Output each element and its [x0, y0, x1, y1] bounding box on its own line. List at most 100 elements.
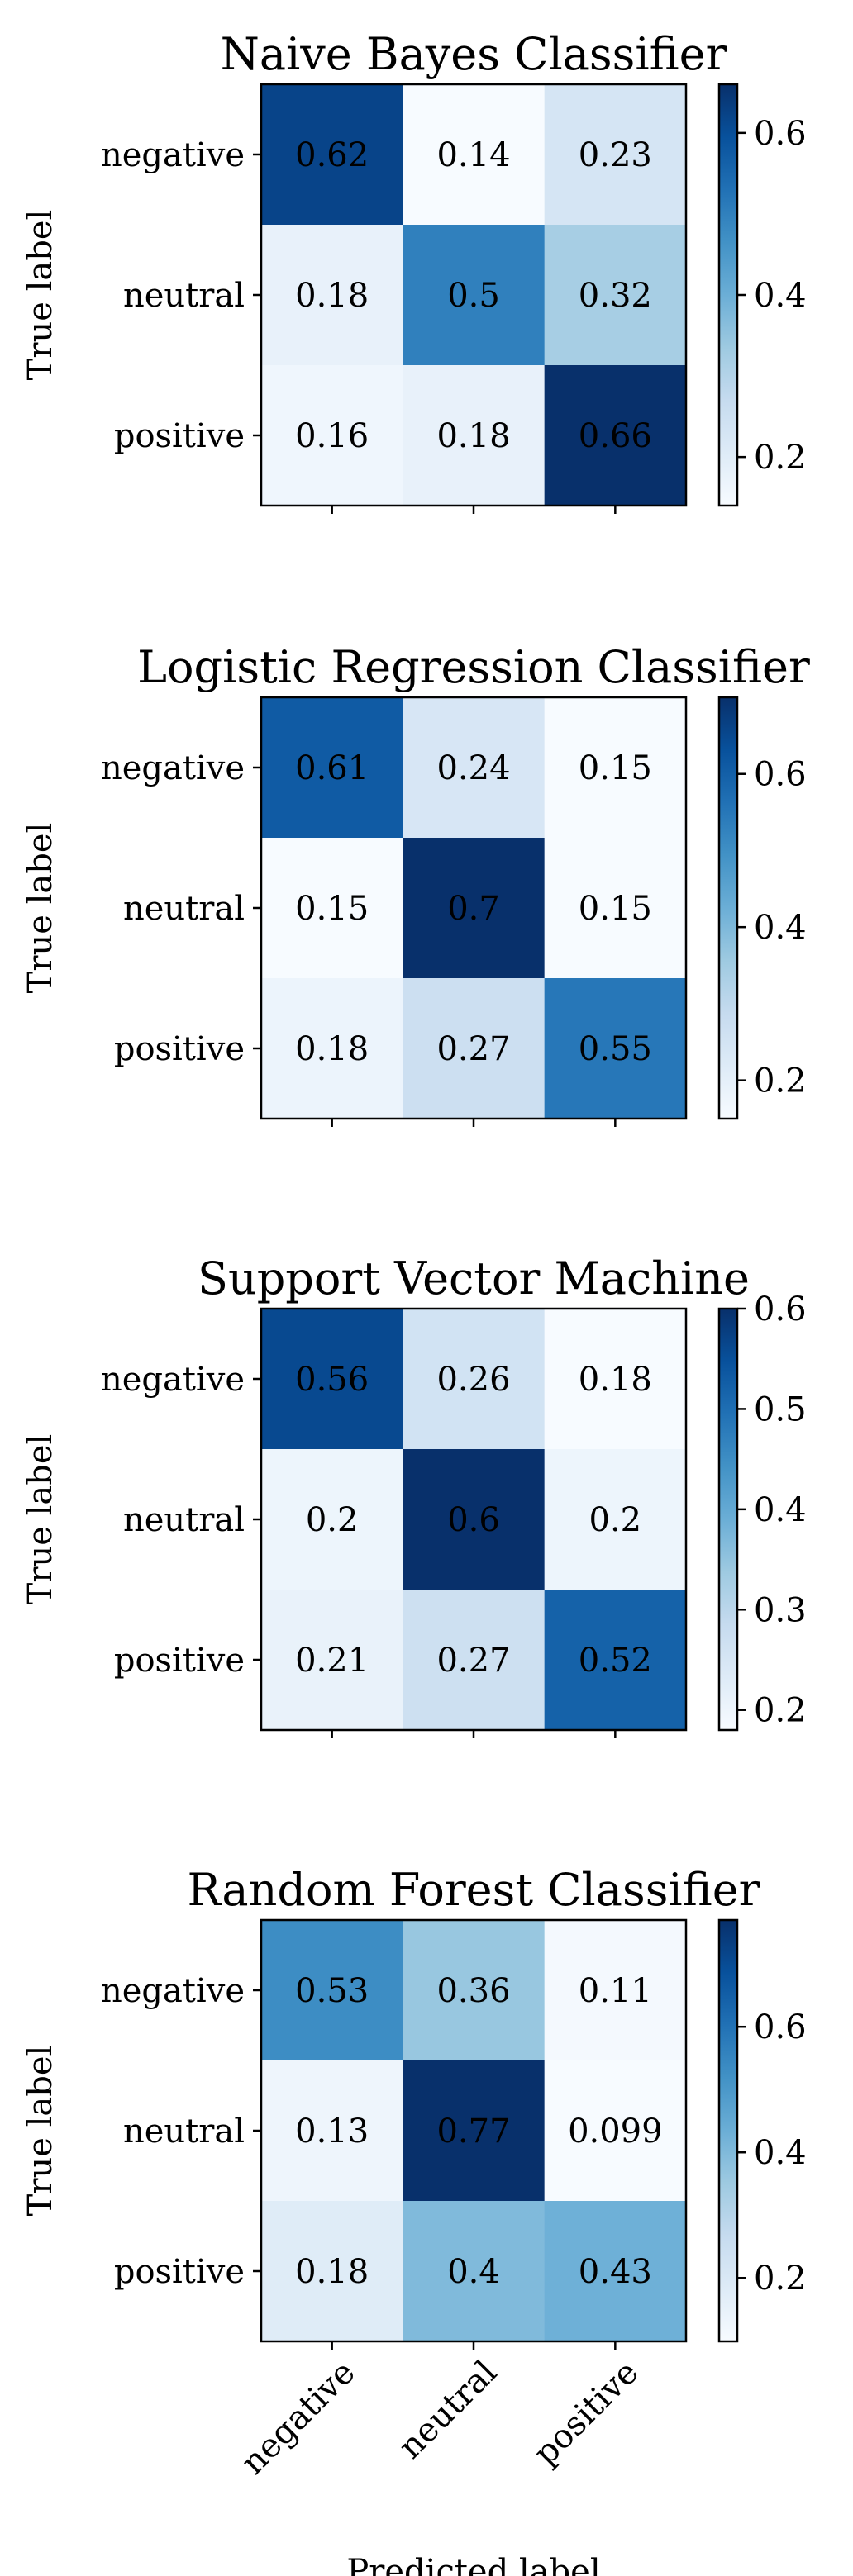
cell-value-label: 0.27	[436, 1030, 510, 1068]
cell-value-label: 0.14	[436, 136, 510, 174]
x-axis-label: Predicted label	[346, 2553, 600, 2576]
matrix-cell	[261, 365, 403, 506]
cell-value-label: 0.77	[436, 2113, 510, 2151]
cell-value-label: 0.15	[295, 890, 369, 928]
cell-value-label: 0.32	[579, 277, 652, 315]
y-tick-label: neutral	[123, 277, 245, 315]
colorbar	[717, 83, 739, 507]
cell-value-label: 0.18	[295, 2253, 369, 2291]
cell-value-label: 0.21	[295, 1642, 369, 1680]
matrix-cell	[544, 84, 687, 226]
matrix-cell	[261, 697, 403, 839]
colorbar-tick-label: 0.2	[754, 439, 807, 477]
cell-value-label: 0.24	[436, 749, 510, 787]
confusion-matrix-panel: Logistic Regression Classifier 0.61 0.24 0.…	[21, 641, 810, 1127]
chart-title: Support Vector Machine	[198, 1252, 750, 1305]
cell-value-label: 0.15	[579, 890, 652, 928]
y-tick-label: neutral	[123, 890, 245, 928]
y-tick-label: negative	[101, 1361, 245, 1399]
colorbar-tick-label: 0.4	[754, 909, 807, 947]
y-tick-label: negative	[101, 749, 245, 787]
colorbar-tick-label: 0.6	[754, 115, 807, 153]
cell-value-label: 0.43	[579, 2253, 652, 2291]
matrix-cell	[261, 225, 403, 366]
matrix-cell	[544, 2201, 687, 2342]
y-tick-label: positive	[114, 1030, 245, 1068]
matrix-cell	[544, 978, 687, 1119]
colorbar-tick-label: 0.4	[754, 2134, 807, 2172]
y-tick-label: neutral	[123, 1501, 245, 1539]
cell-value-label: 0.5	[447, 277, 500, 315]
matrix-cell	[403, 1920, 546, 2061]
matrix-cell	[403, 2201, 546, 2342]
cell-value-label: 0.13	[295, 2113, 369, 2151]
x-tick-label: positive	[527, 2354, 646, 2473]
colorbar-tick-label: 0.2	[754, 1692, 807, 1730]
matrix-cell	[544, 697, 687, 839]
cell-value-label: 0.2	[306, 1501, 359, 1539]
matrix-cell	[403, 1449, 546, 1590]
cell-value-label: 0.62	[295, 136, 369, 174]
matrix-cell	[261, 2060, 403, 2202]
confusion-matrix-panel: Naive Bayes Classifier 0.62 0.14 0.23 0.18 0.…	[21, 28, 807, 514]
colorbar-tick-label: 0.4	[754, 1491, 807, 1529]
colorbar-tick-label: 0.6	[754, 2008, 807, 2046]
cell-value-label: 0.15	[579, 749, 652, 787]
matrix-cell	[403, 225, 546, 366]
matrix-cell	[261, 1590, 403, 1731]
colorbar-tick-label: 0.5	[754, 1390, 807, 1428]
colorbar	[717, 696, 739, 1120]
cell-value-label: 0.52	[579, 1642, 652, 1680]
matrix-cell	[403, 838, 546, 979]
colorbar-tick-label: 0.2	[754, 2260, 807, 2298]
y-axis-label: True label	[21, 1434, 60, 1605]
y-tick-label: positive	[114, 417, 245, 455]
y-axis-label: True label	[21, 2046, 60, 2217]
matrix-cell	[403, 2060, 546, 2202]
colorbar-tick-label: 0.6	[754, 756, 807, 794]
y-tick-label: positive	[114, 1642, 245, 1680]
matrix-cell	[544, 1590, 687, 1731]
y-tick-label: negative	[101, 136, 245, 174]
colorbar-tick-label: 0.4	[754, 277, 807, 315]
cell-value-label: 0.27	[436, 1642, 510, 1680]
cell-value-label: 0.56	[295, 1361, 369, 1399]
cell-value-label: 0.7	[447, 890, 500, 928]
y-tick-label: negative	[101, 1972, 245, 2010]
cell-value-label: 0.6	[447, 1501, 500, 1539]
cell-value-label: 0.26	[436, 1361, 510, 1399]
matrix-cell	[261, 1449, 403, 1590]
cell-value-label: 0.61	[295, 749, 369, 787]
matrix-cell	[403, 365, 546, 506]
cell-value-label: 0.36	[436, 1972, 510, 2010]
matrix-cell	[261, 838, 403, 979]
y-tick-label: positive	[114, 2253, 245, 2291]
cell-value-label: 0.18	[295, 277, 369, 315]
matrix-cell	[403, 1590, 546, 1731]
cell-value-label: 0.18	[579, 1361, 652, 1399]
colorbar	[717, 1918, 739, 2343]
chart-title: Logistic Regression Classifier	[137, 641, 810, 693]
matrix-cell	[261, 1920, 403, 2061]
y-axis-label: True label	[21, 210, 60, 381]
colorbar-tick-label: 0.3	[754, 1591, 807, 1629]
matrix-cell	[544, 365, 687, 506]
cell-value-label: 0.18	[295, 1030, 369, 1068]
matrix-cell	[261, 84, 403, 226]
cell-value-label: 0.53	[295, 1972, 369, 2010]
chart-title: Naive Bayes Classifier	[221, 28, 727, 80]
matrix-cell	[544, 1309, 687, 1450]
matrix-cell	[261, 2201, 403, 2342]
colorbar-tick-label: 0.6	[754, 1290, 807, 1328]
cell-value-label: 0.18	[436, 417, 510, 455]
x-tick-label: neutral	[392, 2354, 504, 2466]
confusion-matrix-panel: Random Forest Classifier 0.53 0.36 0.11 0.13…	[21, 1864, 807, 2576]
matrix-cell	[544, 225, 687, 366]
matrix-cell	[403, 978, 546, 1119]
x-tick-label: negative	[234, 2354, 363, 2483]
cell-value-label: 0.11	[579, 1972, 652, 2010]
matrix-cell	[544, 838, 687, 979]
matrix-cell	[403, 84, 546, 226]
cell-value-label: 0.099	[568, 2113, 663, 2151]
y-tick-label: neutral	[123, 2113, 245, 2151]
